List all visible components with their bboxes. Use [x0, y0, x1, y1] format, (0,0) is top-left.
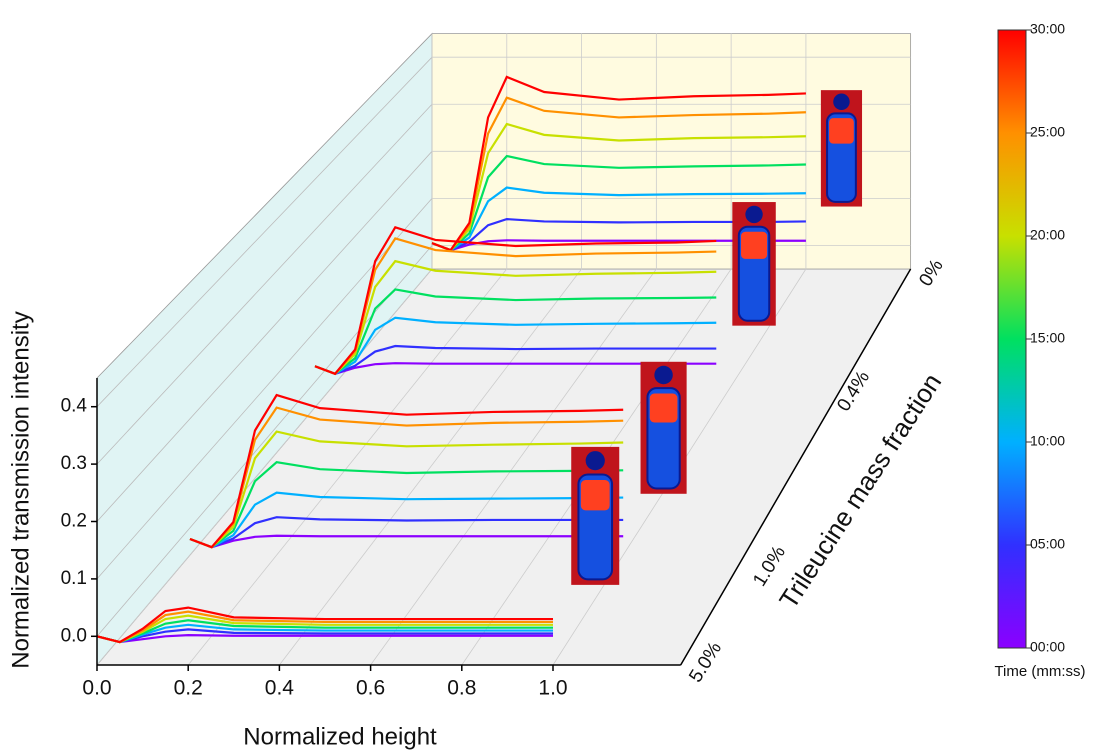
inset-vial-top [829, 118, 854, 144]
y-tick-label: 0.0 [61, 625, 87, 646]
x-axis-title: Normalized height [243, 723, 437, 750]
inset-vial-top [581, 480, 610, 510]
x-tick-label: 0.8 [447, 677, 476, 700]
colorbar-tick-label: 10:00 [1030, 433, 1065, 449]
y-axis-title: Normalized transmission intensity [7, 311, 34, 668]
x-tick-label: 0.0 [82, 677, 111, 700]
colorbar-scale [998, 30, 1026, 648]
x-tick-label: 0.4 [265, 677, 295, 700]
inset-cap [586, 451, 605, 470]
colorbar: 00:00 05:00 10:00 15:00 20:00 25:00 30:00 [998, 21, 1065, 655]
x-tick-label: 0.6 [356, 677, 385, 700]
colorbar-tick-label: 20:00 [1030, 227, 1065, 243]
z-tick-label: 0% [915, 256, 947, 291]
x-tick-label: 0.2 [174, 677, 203, 700]
y-tick-label: 0.2 [61, 511, 87, 532]
y-tick-label: 0.3 [61, 453, 87, 474]
y-tick-label: 0.4 [61, 396, 88, 417]
colorbar-tick-label: 15:00 [1030, 330, 1065, 346]
chart: 0%0.4%1.0%5.0% 0.00.10.20.30.40.00.20.40… [0, 0, 1099, 753]
inset-cap [745, 206, 762, 223]
x-tick-label: 1.0 [538, 677, 567, 700]
inset-vial-top [741, 232, 767, 259]
y-tick-label: 0.1 [61, 568, 87, 589]
inset-cap [833, 94, 849, 110]
colorbar-tick-label: 00:00 [1030, 639, 1065, 655]
colorbar-tick-label: 25:00 [1030, 124, 1065, 140]
colorbar-tick-label: 05:00 [1030, 536, 1065, 552]
colorbar-title: Time (mm:ss) [994, 663, 1085, 680]
inset-vial-top [650, 393, 678, 422]
inset-cap [654, 366, 672, 384]
colorbar-tick-label: 30:00 [1030, 21, 1065, 37]
